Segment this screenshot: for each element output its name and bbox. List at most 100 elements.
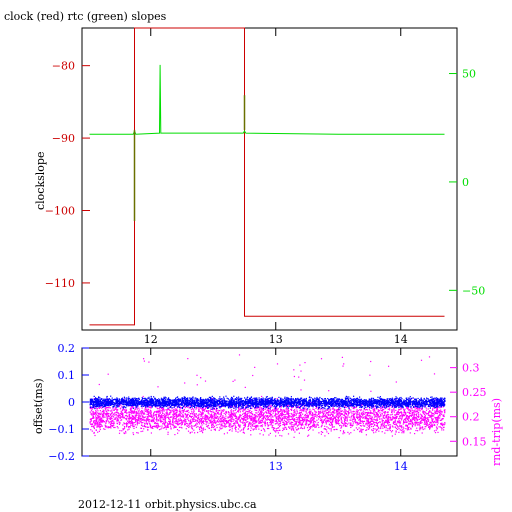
data-point bbox=[128, 417, 130, 419]
data-point bbox=[205, 419, 207, 421]
data-point bbox=[195, 408, 197, 410]
data-point bbox=[257, 416, 259, 418]
data-point bbox=[230, 412, 232, 414]
data-point bbox=[213, 411, 215, 413]
data-point bbox=[98, 430, 100, 432]
data-point bbox=[258, 419, 260, 421]
data-point bbox=[231, 413, 233, 416]
data-point bbox=[357, 423, 359, 425]
data-point bbox=[235, 415, 237, 417]
data-point bbox=[147, 418, 149, 420]
data-point bbox=[255, 416, 257, 418]
data-point bbox=[335, 410, 338, 412]
data-point bbox=[145, 408, 147, 410]
data-point bbox=[122, 429, 124, 431]
data-point bbox=[146, 416, 148, 418]
data-point bbox=[180, 413, 182, 415]
data-point bbox=[185, 418, 187, 421]
data-point bbox=[398, 408, 400, 411]
data-point bbox=[193, 414, 195, 416]
data-point bbox=[110, 424, 112, 426]
data-point bbox=[249, 399, 251, 401]
data-point bbox=[104, 426, 107, 428]
data-point bbox=[410, 420, 412, 422]
data-point bbox=[235, 430, 237, 432]
data-point bbox=[312, 424, 314, 426]
data-point bbox=[156, 426, 158, 428]
data-point bbox=[316, 419, 318, 421]
data-point bbox=[172, 409, 174, 411]
data-point bbox=[365, 423, 367, 425]
data-point bbox=[139, 415, 142, 417]
data-point bbox=[215, 417, 217, 419]
data-point bbox=[201, 408, 203, 410]
data-point bbox=[242, 415, 244, 418]
data-point bbox=[97, 425, 99, 427]
data-point bbox=[185, 415, 188, 417]
data-point bbox=[428, 402, 430, 404]
data-point bbox=[171, 422, 174, 424]
data-point bbox=[277, 415, 279, 417]
bottom-x-tick-label: 12 bbox=[144, 460, 158, 473]
data-point bbox=[191, 408, 193, 410]
data-point bbox=[239, 411, 241, 413]
data-point bbox=[431, 426, 433, 428]
data-point bbox=[198, 416, 200, 418]
data-point bbox=[382, 409, 384, 411]
data-point bbox=[259, 405, 261, 407]
data-point bbox=[391, 409, 393, 411]
data-point bbox=[414, 417, 416, 419]
data-point bbox=[255, 427, 257, 429]
data-point bbox=[158, 413, 160, 415]
data-point bbox=[179, 406, 181, 408]
data-point bbox=[264, 425, 266, 427]
data-point bbox=[352, 411, 354, 413]
data-point bbox=[424, 421, 426, 423]
data-point bbox=[238, 417, 240, 419]
data-point bbox=[344, 409, 346, 411]
data-point bbox=[379, 412, 381, 414]
data-point bbox=[299, 422, 301, 424]
data-point bbox=[332, 421, 334, 423]
data-point bbox=[211, 414, 213, 416]
data-point bbox=[309, 412, 311, 415]
data-point bbox=[286, 422, 288, 424]
data-point bbox=[374, 408, 376, 410]
data-point bbox=[417, 419, 419, 421]
data-point bbox=[444, 422, 446, 424]
data-point bbox=[147, 408, 149, 410]
data-point bbox=[373, 422, 375, 424]
data-point bbox=[433, 421, 435, 423]
data-point bbox=[179, 419, 181, 421]
data-point bbox=[166, 416, 168, 419]
data-point bbox=[430, 424, 432, 427]
data-point bbox=[107, 415, 109, 417]
data-point bbox=[174, 434, 176, 436]
data-point bbox=[219, 418, 221, 420]
data-point bbox=[350, 419, 352, 421]
data-point bbox=[398, 431, 400, 433]
data-point bbox=[297, 412, 299, 414]
data-point bbox=[359, 422, 361, 424]
data-point bbox=[271, 421, 273, 423]
data-point bbox=[98, 418, 100, 421]
data-point bbox=[349, 409, 351, 411]
data-point bbox=[147, 412, 149, 415]
data-point bbox=[363, 420, 366, 422]
data-point bbox=[150, 406, 152, 408]
data-point bbox=[359, 401, 361, 403]
data-point bbox=[200, 420, 202, 422]
data-point bbox=[254, 428, 256, 430]
data-point bbox=[147, 429, 149, 431]
data-point bbox=[352, 422, 354, 424]
data-point bbox=[300, 412, 302, 414]
data-point bbox=[370, 415, 372, 417]
data-point bbox=[245, 416, 247, 418]
data-point bbox=[331, 413, 333, 415]
data-point bbox=[329, 420, 331, 422]
data-point bbox=[393, 410, 395, 412]
data-point bbox=[330, 421, 332, 423]
data-point bbox=[399, 421, 402, 423]
data-point bbox=[96, 408, 98, 410]
data-point bbox=[173, 408, 175, 410]
